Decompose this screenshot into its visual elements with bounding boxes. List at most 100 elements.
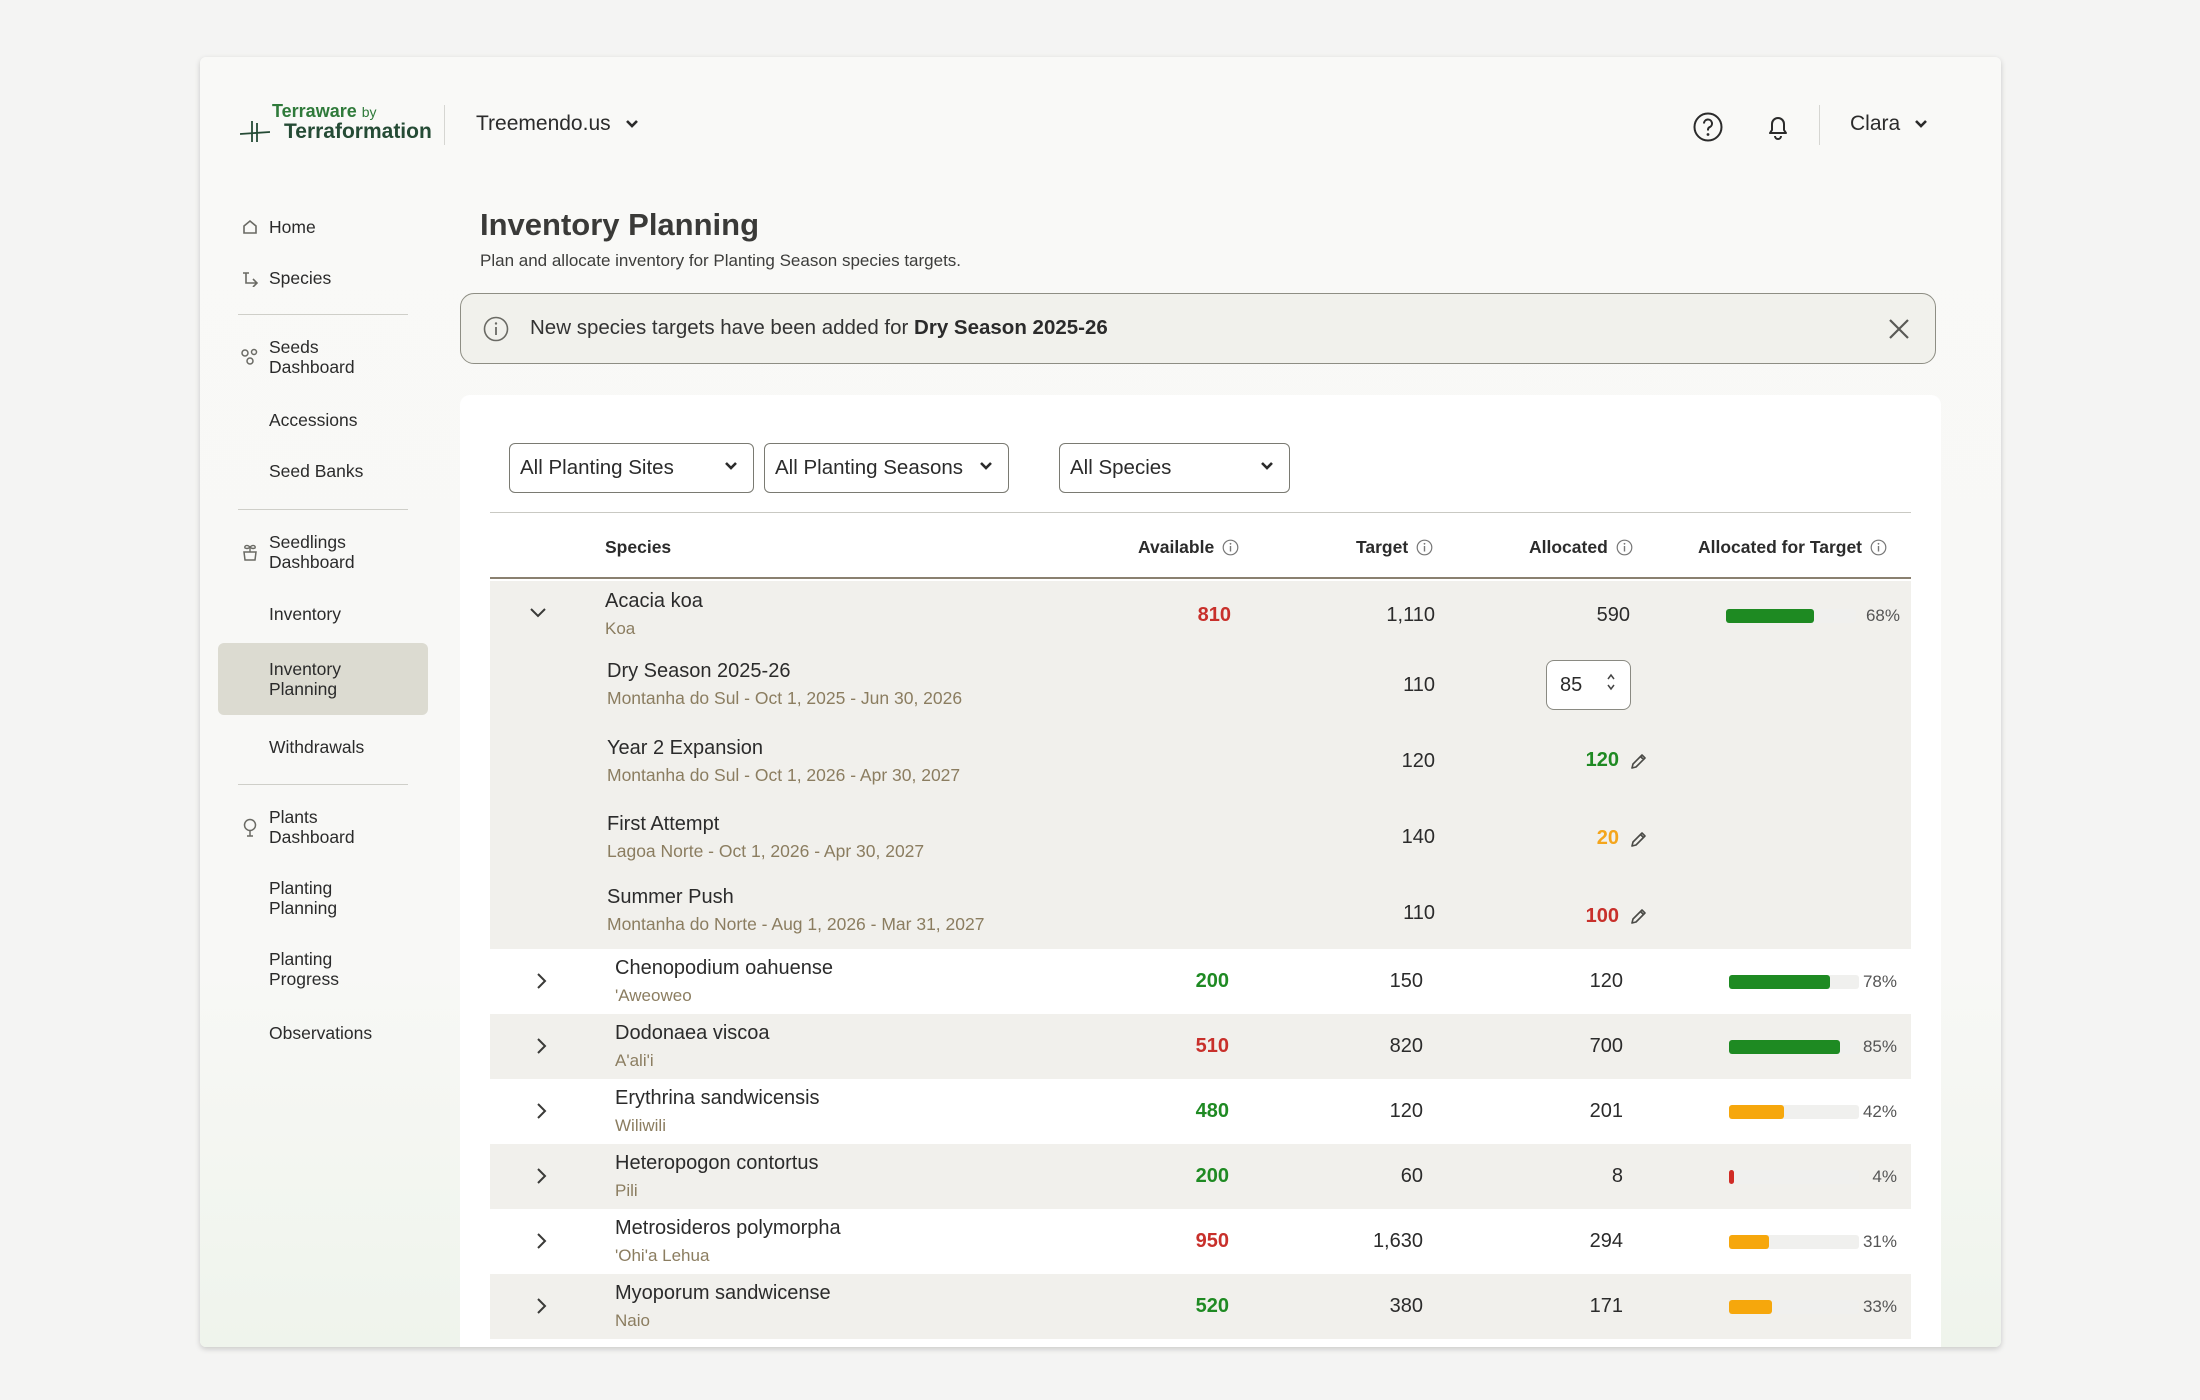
season-meta: Lagoa Norte - Oct 1, 2026 - Apr 30, 2027 [607, 841, 925, 861]
expand-chevron-icon[interactable] [528, 1032, 556, 1060]
organization-name: Treemendo.us [476, 112, 611, 135]
logo-top-text: Terraware [272, 101, 357, 121]
species-filter[interactable]: All Species [1059, 443, 1290, 493]
sidebar-divider [238, 314, 408, 315]
sidebar-item-inventory[interactable]: Inventory [218, 594, 428, 634]
stepper-up-icon[interactable] [1606, 673, 1616, 681]
sidebar-item-label: Seeds Dashboard [269, 337, 355, 377]
column-header-target[interactable]: Target [1356, 537, 1433, 558]
info-icon [483, 316, 509, 342]
species-name: Myoporum sandwicense [615, 1282, 831, 1304]
species-common-name: 'Aweoweo [615, 986, 692, 1005]
info-icon[interactable] [1222, 539, 1239, 556]
allocation-stepper[interactable] [1606, 673, 1616, 691]
sidebar-item-seeds-dashboard[interactable]: Seeds Dashboard [218, 331, 428, 383]
column-header-available[interactable]: Available [1138, 537, 1239, 558]
table-row[interactable]: Dodonaea viscoa A'ali'i 510 820 700 85% [490, 1014, 1911, 1079]
available-value: 480 [1195, 1100, 1229, 1122]
sidebar-item-label: Planting Planning [269, 878, 338, 918]
planting-sites-filter[interactable]: All Planting Sites [509, 443, 754, 493]
season-target: 120 [1401, 750, 1435, 772]
season-title: First Attempt [607, 813, 720, 835]
season-allocated: 100 [1585, 905, 1619, 927]
season-title: Year 2 Expansion [607, 737, 764, 759]
sidebar-item-label: Observations [269, 1023, 373, 1043]
species-common-name: Pili [615, 1181, 638, 1200]
allocation-progress-fill [1729, 1105, 1784, 1119]
sidebar-divider [238, 784, 408, 785]
species-common-name: Koa [605, 619, 636, 638]
sidebar-item-accessions[interactable]: Accessions [218, 400, 428, 440]
species-common-name: A'ali'i [615, 1051, 654, 1070]
seedlings-icon [240, 542, 260, 562]
sidebar-item-label: Species [269, 268, 332, 288]
allocated-value: 700 [1589, 1035, 1623, 1057]
stepper-down-icon[interactable] [1606, 683, 1616, 691]
close-icon[interactable] [1885, 315, 1913, 343]
banner-season-highlight: Dry Season 2025-26 [914, 316, 1108, 339]
allocation-percent: 78% [1862, 972, 1897, 991]
sidebar-item-home[interactable]: Home [218, 207, 428, 247]
season-allocated: 120 [1585, 749, 1619, 771]
header-divider-right [1819, 105, 1820, 145]
sidebar-item-species[interactable]: Species [218, 258, 428, 298]
planting-seasons-filter[interactable]: All Planting Seasons [764, 443, 1009, 493]
allocation-input[interactable]: 85 [1546, 660, 1631, 710]
species-name: Dodonaea viscoa [615, 1022, 770, 1044]
chevron-down-icon [980, 462, 992, 470]
expand-chevron-icon[interactable] [528, 1162, 556, 1190]
allocation-progress-fill [1729, 1040, 1840, 1054]
allocation-percent: 4% [1872, 1167, 1897, 1186]
target-value: 150 [1389, 970, 1423, 992]
sidebar-item-plants-dashboard[interactable]: Plants Dashboard [218, 801, 428, 853]
table-row[interactable]: Heteropogon contortus Pili 200 60 8 4% [490, 1144, 1911, 1209]
terraware-logo[interactable]: Terraware by Terraformation [240, 101, 432, 151]
column-header-species[interactable]: Species [605, 537, 671, 558]
allocation-progress-fill [1729, 975, 1831, 989]
logo-by-text: by [361, 104, 377, 120]
info-icon[interactable] [1416, 539, 1433, 556]
edit-pencil-icon[interactable] [1628, 828, 1650, 850]
table-row[interactable]: Chenopodium oahuense 'Aweoweo 200 150 120 78% [490, 949, 1911, 1014]
sidebar-item-seed-banks[interactable]: Seed Banks [218, 451, 428, 491]
sidebar-item-inventory-planning[interactable]: Inventory Planning [218, 643, 428, 715]
allocated-value: 120 [1589, 970, 1623, 992]
user-menu[interactable]: Clara [1850, 112, 1928, 136]
sidebar-item-label: Inventory [269, 604, 341, 624]
season-title: Summer Push [607, 886, 734, 908]
allocation-progress-bar [1729, 975, 1859, 989]
column-header-allocated[interactable]: Allocated [1529, 537, 1633, 558]
edit-pencil-icon[interactable] [1628, 905, 1650, 927]
allocation-progress-fill [1726, 609, 1815, 623]
sidebar-item-seedlings-dashboard[interactable]: Seedlings Dashboard [218, 526, 428, 578]
info-icon[interactable] [1870, 539, 1887, 556]
notifications-bell-icon[interactable] [1760, 109, 1796, 145]
sidebar-item-planting-progress[interactable]: Planting Progress [218, 943, 428, 995]
sidebar-item-planting-planning[interactable]: Planting Planning [218, 872, 428, 924]
edit-pencil-icon[interactable] [1628, 750, 1650, 772]
info-icon[interactable] [1616, 539, 1633, 556]
sidebar-item-observations[interactable]: Observations [218, 1013, 428, 1053]
season-target: 110 [1403, 674, 1435, 696]
expand-chevron-icon[interactable] [528, 1097, 556, 1125]
table-row[interactable]: Erythrina sandwicensis Wiliwili 480 120 201 4… [490, 1079, 1911, 1144]
expand-chevron-icon[interactable] [528, 1227, 556, 1255]
available-value: 950 [1195, 1230, 1229, 1252]
expand-chevron-icon[interactable] [528, 1292, 556, 1320]
banner-message: New species targets have been added for … [530, 316, 1108, 340]
column-header-allocated-for-target[interactable]: Allocated for Target [1698, 537, 1887, 558]
available-value: 520 [1195, 1295, 1229, 1317]
allocation-progress-fill [1729, 1170, 1735, 1184]
column-header-label: Target [1356, 537, 1409, 557]
expand-chevron-icon[interactable] [528, 967, 556, 995]
sidebar-item-withdrawals[interactable]: Withdrawals [218, 727, 428, 767]
table-row[interactable]: Myoporum sandwicense Naio 520 380 171 33% [490, 1274, 1911, 1339]
help-icon[interactable] [1690, 109, 1726, 145]
species-name: Heteropogon contortus [615, 1152, 819, 1174]
table-row[interactable]: Metrosideros polymorpha 'Ohi'a Lehua 950 1,… [490, 1209, 1911, 1274]
available-value: 510 [1195, 1035, 1229, 1057]
organization-select[interactable]: Treemendo.us [476, 112, 639, 136]
collapse-chevron-icon[interactable] [524, 599, 552, 627]
allocation-progress-bar [1729, 1170, 1859, 1184]
logo-bottom-text: Terraformation [284, 120, 432, 143]
